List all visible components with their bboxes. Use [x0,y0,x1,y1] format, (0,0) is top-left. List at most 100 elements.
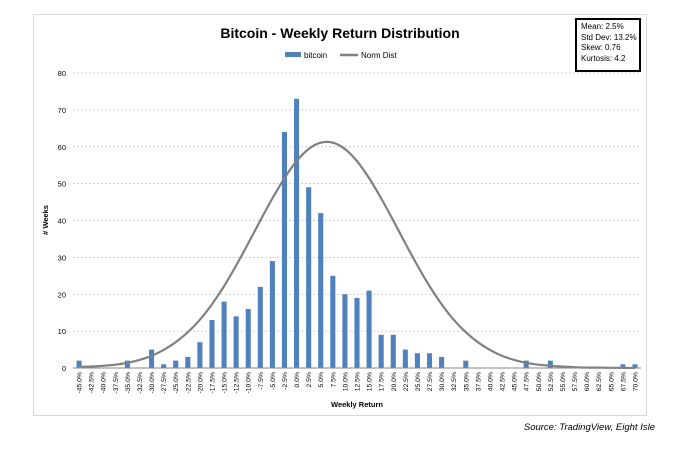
x-tick-label: 32.5% [451,372,458,391]
bar--45.0% [76,360,82,368]
x-tick-label: 22.5% [403,372,410,391]
y-axis-ticks: 0 10 20 30 40 50 60 70 80 [58,69,66,373]
stats-box: Mean: 2.5% Std Dev: 13.2% Skew: 0.76 Kur… [575,18,641,72]
legend: bitcoin Norm Dist [285,51,397,60]
legend-label-bitcoin: bitcoin [304,51,327,60]
bar-12.5% [354,297,360,368]
stats-mean: Mean: 2.5% [581,22,624,31]
x-tick-label: 57.5% [572,372,579,391]
x-tick-label: -12.5% [234,372,241,394]
bar-7.5% [330,275,336,368]
x-tick-label: 15.0% [367,372,374,391]
x-tick-label: -2.5% [282,372,289,390]
x-tick-label: -45.0% [77,372,84,394]
x-tick-label: 7.5% [330,372,337,388]
x-tick-label: 45.0% [512,372,519,391]
x-tick-label: -25.0% [173,372,180,394]
x-tick-label: 12.5% [355,372,362,391]
bar-52.5% [547,360,553,368]
x-tick-label: -5.0% [270,372,277,390]
chart-title: Bitcoin - Weekly Return Distribution [220,25,459,41]
y-tick-label: 60 [58,143,66,152]
x-tick-label: 55.0% [560,372,567,391]
bar--12.5% [233,316,239,368]
gridlines [73,72,641,332]
x-tick-label: 17.5% [379,372,386,391]
legend-swatch-bitcoin [285,52,301,57]
x-tick-label: 60.0% [584,372,591,391]
x-tick-label: 52.5% [548,372,555,391]
bar-20.0% [390,334,396,368]
bar-67.5% [620,364,626,368]
legend-label-norm-dist: Norm Dist [361,51,397,60]
x-tick-label: 40.0% [487,372,494,391]
bar-35.0% [463,360,469,368]
x-tick-label: 5.0% [318,372,325,388]
bar-15.0% [366,290,372,368]
x-tick-label: -20.0% [197,372,204,394]
bars [76,98,638,368]
y-axis-label: # Weeks [41,205,50,235]
x-tick-label: 27.5% [427,372,434,391]
y-tick-label: 80 [58,69,66,78]
x-tick-label: -37.5% [113,372,120,394]
stats-kurtosis: Kurtosis: 4.2 [581,53,626,63]
x-tick-label: 42.5% [500,372,507,391]
x-tick-label: 67.5% [620,372,627,391]
x-tick-label: -42.5% [89,372,96,394]
x-tick-label: 25.0% [415,372,422,391]
x-tick-label: 30.0% [439,372,446,391]
bar-17.5% [378,334,384,368]
x-tick-label: -7.5% [258,372,265,390]
source-note: Source: TradingView, Eight Isle [523,422,655,433]
bar--22.5% [185,356,191,368]
x-tick-label: -17.5% [209,372,216,394]
x-tick-label: 2.5% [306,372,313,388]
x-tick-label: -35.0% [125,372,132,394]
y-tick-label: 40 [58,217,66,226]
x-tick-label: 62.5% [596,372,603,391]
bar-5.0% [318,213,324,368]
bar--10.0% [245,309,251,368]
x-tick-label: 70.0% [632,372,639,391]
x-tick-label: 20.0% [391,372,398,391]
x-tick-label: -30.0% [149,372,156,394]
stats-std-dev: Std Dev: 13.2% [581,32,637,42]
bar--17.5% [209,320,215,368]
bar--25.0% [173,360,179,368]
bar--7.5% [257,286,263,368]
y-tick-label: 50 [58,180,66,189]
x-tick-label: 10.0% [342,372,349,391]
bar--15.0% [221,301,227,368]
x-tick-label: 50.0% [536,372,543,391]
x-tick-label: 37.5% [475,372,482,391]
x-tick-label: -22.5% [185,372,192,394]
normal-curve [79,140,635,370]
y-tick-label: 70 [58,106,66,115]
x-tick-label: -27.5% [161,372,168,394]
x-tick-label: -40.0% [101,372,108,394]
bar--20.0% [197,342,203,368]
x-tick-label: -15.0% [222,372,229,394]
bar-25.0% [414,353,420,368]
bar-27.5% [426,353,433,368]
x-axis-ticks: -45.0% -42.5% -40.0% -37.5% -35.0% -32.5% -30.… [77,372,640,394]
bar-2.5% [306,187,312,368]
bar--5.0% [269,261,275,368]
bar-22.5% [402,349,408,368]
bar--27.5% [161,364,167,368]
x-tick-label: 0.0% [294,372,301,388]
x-tick-label: -32.5% [137,372,144,394]
bar--35.0% [124,360,130,368]
stats-skew: Skew: 0.76 [581,43,621,52]
x-tick-label: 65.0% [608,372,615,391]
x-tick-label: 47.5% [524,372,531,391]
y-tick-label: 0 [62,364,66,373]
bar-10.0% [342,294,348,368]
chart-frame [33,14,647,416]
y-tick-label: 30 [58,253,66,262]
bar--2.5% [281,132,288,368]
norm-dist-line [79,140,635,370]
y-tick-label: 10 [58,327,66,336]
